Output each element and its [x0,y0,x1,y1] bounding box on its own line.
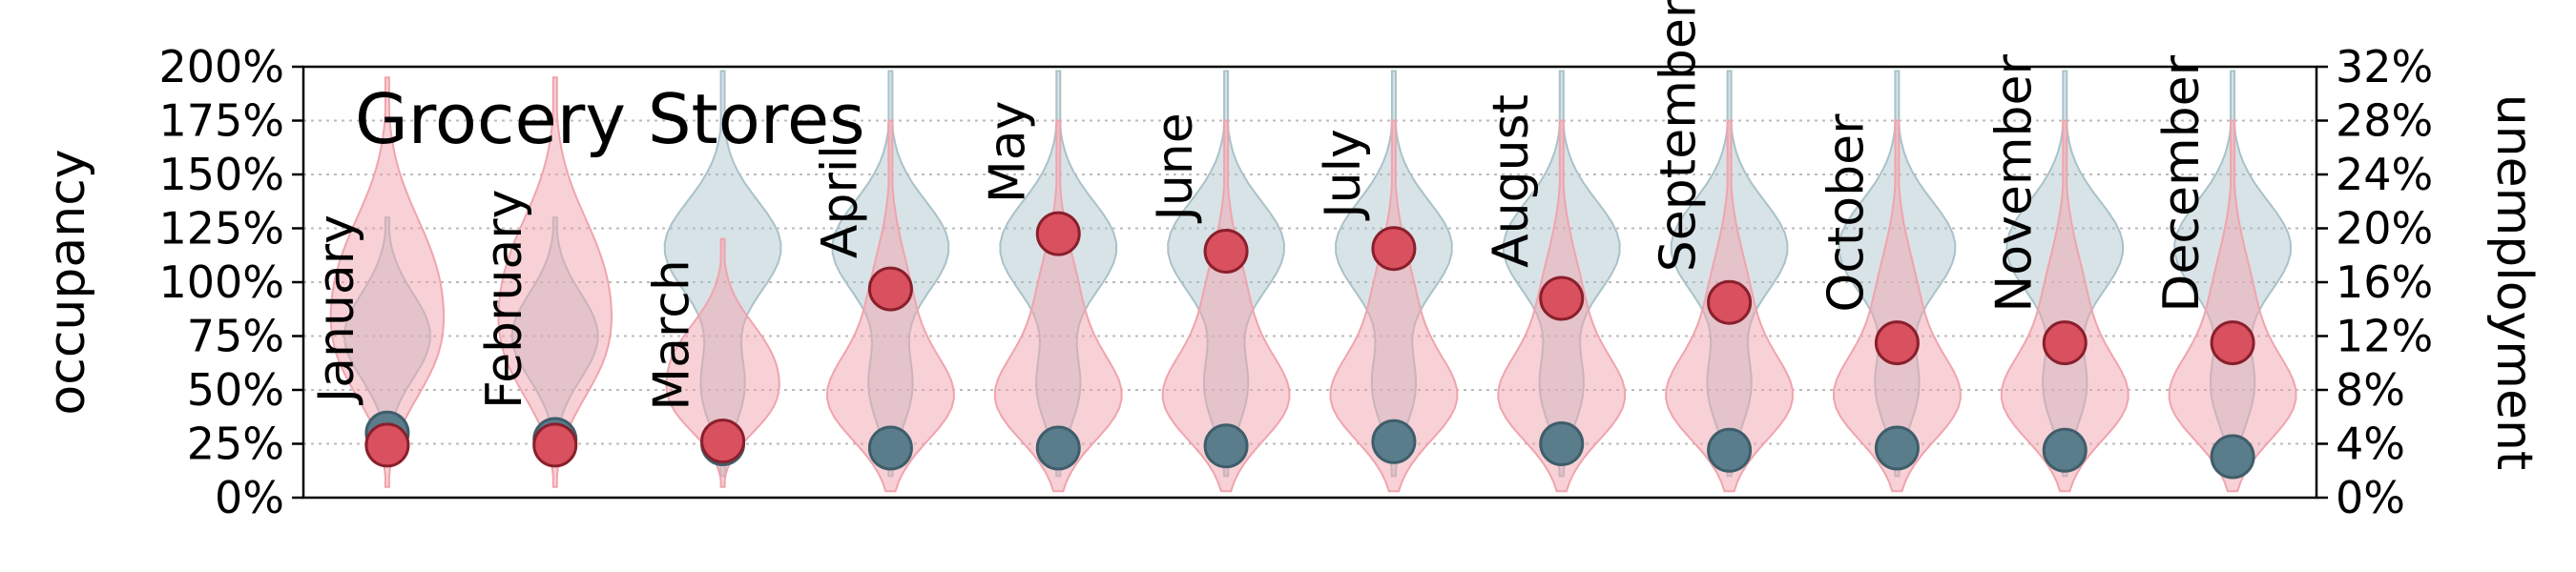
unemployment-point [700,419,746,464]
left-tick-label: 0% [215,472,284,523]
occupancy-point [1035,425,1081,471]
month-label: October [1818,113,1875,313]
right-tick-label: 0% [2336,472,2405,523]
month-label: June [1147,112,1204,223]
right-axis-title: unemployment [2485,94,2543,471]
unemployment-point [1539,276,1585,321]
right-tick-label: 32% [2336,41,2433,92]
unemployment-violin [2168,119,2297,493]
unemployment-point [867,266,913,312]
unemployment-point [364,422,410,468]
left-axis-ticks: 0%25%50%75%100%125%150%175%200% [158,41,303,523]
right-tick-label: 20% [2336,203,2433,255]
right-tick-label: 12% [2336,311,2433,362]
unemployment-point [2042,320,2088,366]
month-label: September [1651,0,1708,272]
unemployment-point [1203,229,1249,275]
left-tick-label: 100% [158,256,284,308]
month-label: January [308,214,365,405]
unemployment-point [1371,226,1417,272]
chart-title: Grocery Stores [355,79,865,159]
month-label: March [644,259,701,411]
unemployment-violin [2000,119,2129,493]
unemployment-point [532,422,578,468]
occupancy-point [867,425,913,471]
month-label: May [979,101,1036,204]
left-tick-label: 125% [158,203,284,255]
left-tick-label: 150% [158,149,284,200]
occupancy-point [1707,427,1753,473]
unemployment-violin [1832,119,1962,493]
unemployment-violin [665,237,780,488]
right-tick-label: 16% [2336,256,2433,308]
unemployment-violin [329,76,446,488]
month-labels: January February March April May June July Augu… [308,0,2211,411]
month-label: April [811,145,868,258]
unemployment-point [2210,320,2255,366]
month-label: November [1985,53,2043,312]
month-label: August [1483,94,1540,268]
occupancy-point [1203,423,1249,469]
right-tick-label: 28% [2336,95,2433,147]
unemployment-point [1874,320,1920,366]
data-points [364,211,2255,480]
month-label: February [476,190,533,409]
right-tick-label: 24% [2336,149,2433,200]
right-axis-ticks: 0%4%8%12%16%20%24%28%32% [2316,41,2433,523]
left-tick-label: 200% [158,41,284,92]
right-tick-label: 8% [2336,364,2405,416]
unemployment-point [1707,279,1753,325]
left-tick-label: 75% [187,311,284,362]
occupancy-point [2210,434,2255,480]
left-tick-label: 25% [187,419,284,470]
right-tick-label: 4% [2336,419,2405,470]
unemployment-point [1035,211,1081,256]
month-label: July [1315,129,1372,221]
month-label: December [2153,54,2211,312]
left-tick-label: 175% [158,95,284,147]
occupancy-point [2042,427,2088,473]
left-tick-label: 50% [187,364,284,416]
unemployment-violin [497,76,613,488]
occupancy-point [1371,419,1417,464]
occupancy-point [1874,425,1920,471]
left-axis-title: occupancy [39,149,96,415]
occupancy-point [1539,421,1585,466]
